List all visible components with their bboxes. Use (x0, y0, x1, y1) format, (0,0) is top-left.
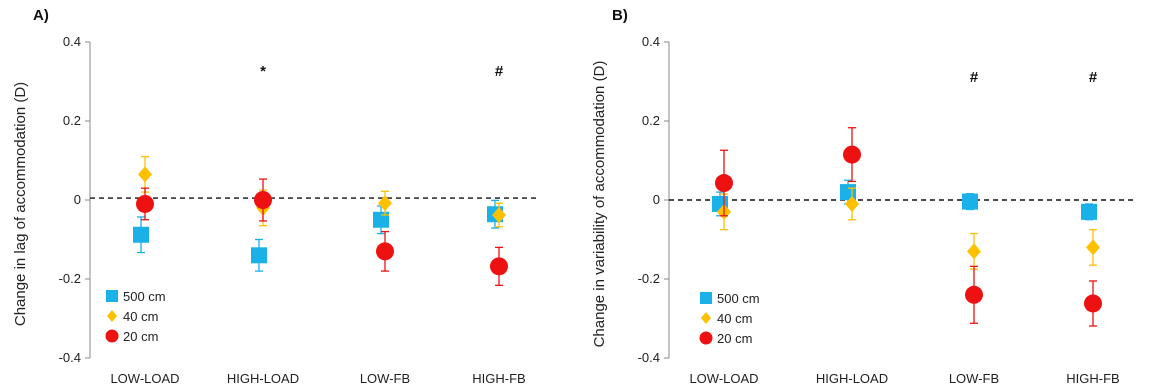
data-point-circle (715, 174, 733, 193)
legend-label: 20 cm (123, 329, 158, 344)
y-tick-label: 0 (74, 192, 81, 207)
y-tick-label: -0.2 (638, 271, 660, 286)
x-tick-label: LOW-LOAD (689, 371, 758, 386)
significance-marker: * (260, 63, 266, 80)
legend-label: 500 cm (123, 289, 166, 304)
y-tick-label: -0.4 (638, 350, 660, 365)
data-point-square (840, 184, 856, 201)
legend-swatch-circle (105, 329, 119, 343)
x-tick-label: HIGH-FB (472, 371, 525, 386)
data-point-square (1081, 203, 1097, 220)
data-point-diamond (492, 207, 506, 224)
y-tick-label: 0 (653, 192, 660, 207)
x-tick-label: HIGH-FB (1066, 371, 1119, 386)
data-point-square (133, 226, 149, 243)
legend-swatch-diamond (701, 312, 711, 324)
legend-swatch-square (106, 290, 118, 302)
data-point-diamond (378, 195, 392, 212)
legend-swatch-diamond (107, 310, 117, 322)
x-tick-label: LOW-LOAD (110, 371, 179, 386)
data-point-square (251, 247, 267, 264)
y-axis-label: Change in variability of accommodation (… (591, 61, 608, 348)
y-tick-label: 0.2 (642, 113, 660, 128)
legend-label: 40 cm (717, 311, 752, 326)
data-point-diamond (967, 243, 981, 260)
data-point-circle (843, 145, 861, 164)
legend-label: 500 cm (717, 291, 760, 306)
x-tick-label: HIGH-LOAD (227, 371, 299, 386)
y-tick-label: 0.4 (642, 34, 660, 49)
x-tick-label: LOW-FB (949, 371, 999, 386)
data-point-square (962, 193, 978, 210)
significance-marker: # (970, 69, 979, 86)
panel-label: A) (33, 7, 49, 24)
chart-panel-2: B) 0.4 0.2 0 -0.2 -0.4 Change in variability o… (591, 7, 1134, 386)
significance-marker: # (495, 63, 504, 80)
data-point-circle (254, 191, 272, 209)
data-point-diamond (1086, 239, 1100, 256)
data-point-circle (376, 242, 394, 261)
data-point-circle (965, 285, 983, 304)
x-tick-label: LOW-FB (360, 371, 410, 386)
data-point-diamond (138, 166, 152, 183)
x-tick-label: HIGH-LOAD (816, 371, 888, 386)
significance-marker: # (1089, 69, 1098, 86)
data-point-circle (490, 257, 508, 276)
legend-label: 40 cm (123, 309, 158, 324)
y-tick-label: 0.4 (63, 34, 81, 49)
panel-label: B) (612, 7, 628, 24)
y-tick-label: -0.2 (59, 271, 81, 286)
data-point-circle (1084, 294, 1102, 313)
y-axis-label: Change in lag of accommodation (D) (12, 82, 29, 326)
data-point-diamond (845, 195, 859, 212)
y-tick-label: 0.2 (63, 113, 81, 128)
data-point-square (373, 211, 389, 228)
legend-label: 20 cm (717, 331, 752, 346)
legend-swatch-circle (699, 331, 713, 345)
legend-swatch-square (700, 292, 712, 304)
data-point-circle (136, 194, 154, 213)
chart-panel-1: A) 0.4 0.2 0 -0.2 -0.4 Change in lag of accomm… (12, 7, 540, 386)
y-tick-label: -0.4 (59, 350, 81, 365)
